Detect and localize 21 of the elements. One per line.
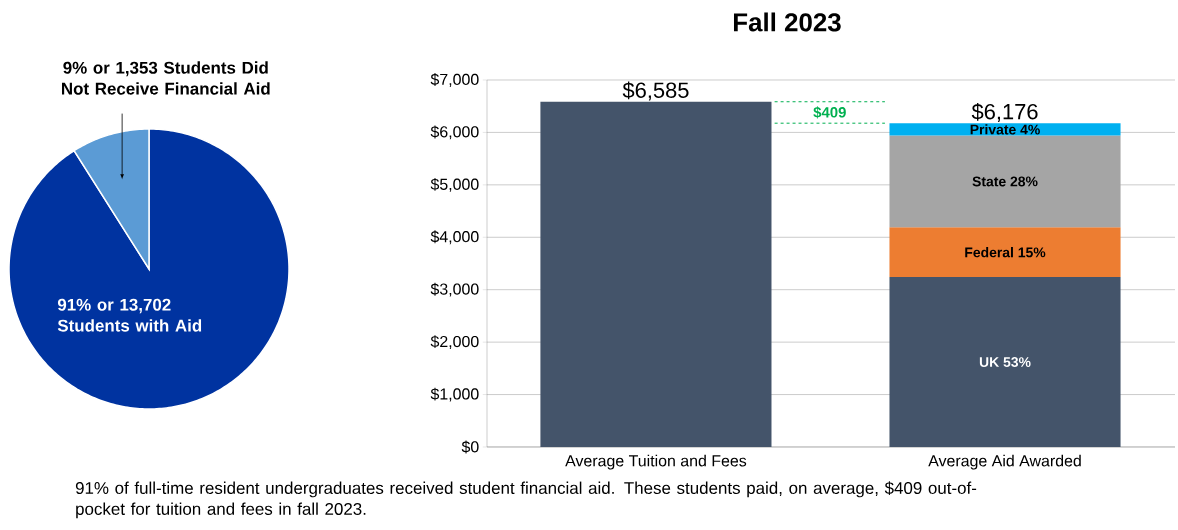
text: 91% of full-time resident undergraduates received student financial aid. These students paid, on average, $409 out-of-pocket for tuition and fees in fall 2023. xyxy=(75,481,977,519)
series-label: Federal 15% xyxy=(965,247,1046,258)
chart-title: Fall 2023 xyxy=(733,12,841,32)
series-label: UK 53% xyxy=(979,357,1031,367)
y-tick-label: $5,000 xyxy=(430,177,479,192)
total-label: $6,585 xyxy=(622,81,689,101)
annotation: $409 xyxy=(813,106,846,119)
slice-label: 91% or 13,702 Students with Aid xyxy=(57,298,202,332)
y-tick-label: $2,000 xyxy=(430,335,479,350)
total-label: $6,176 xyxy=(971,102,1038,122)
y-tick-label: $4,000 xyxy=(430,230,479,245)
y-tick-label: $6,000 xyxy=(430,125,479,140)
slice-label: 9% or 1,353 Students Did Not Receive Financial Aid xyxy=(62,61,270,95)
y-tick-label: $7,000 xyxy=(430,73,479,87)
series-label: Private 4% xyxy=(970,124,1040,135)
x-tick-label: Average Tuition and Fees xyxy=(565,454,747,470)
y-tick-label: $3,000 xyxy=(430,282,479,297)
y-tick-label: $1,000 xyxy=(430,387,479,402)
series-label: State 28% xyxy=(972,176,1038,187)
y-tick-label: $0 xyxy=(461,440,479,454)
x-tick-label: Average Aid Awarded xyxy=(928,454,1081,470)
